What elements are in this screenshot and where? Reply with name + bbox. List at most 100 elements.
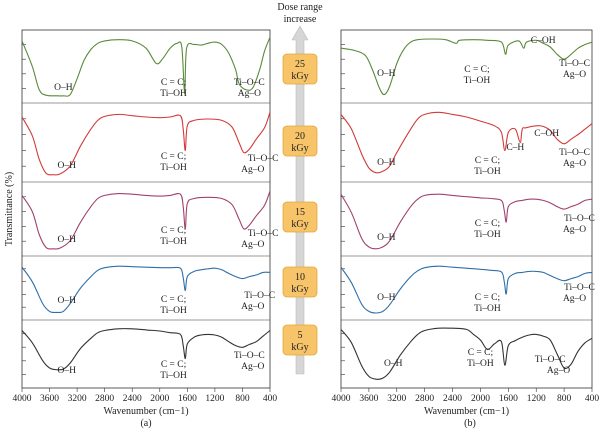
dose-box [282,201,318,233]
spectrum-15-kgy [21,190,271,250]
peak-label: Ti–OH [474,230,501,240]
dose-value: 25 [295,59,305,70]
peak-label: Ti–O–C [564,283,595,293]
x-axis-label: Wavenumber (cm−1) [424,406,509,417]
x-tick-label: 2000 [471,394,490,404]
peak-label: C = C; [161,360,186,370]
dose-unit: kGy [291,219,308,230]
x-tick-label: 4000 [13,394,32,404]
peak-label: Ti–O–C [234,78,265,88]
x-tick-label: 400 [263,394,278,404]
peak-label: Ag–O [241,302,264,312]
dose-box [282,125,318,157]
x-tick-label: 1600 [499,394,518,404]
peak-label: Ag–O [241,362,264,372]
peak-label: Ti–O–C [559,59,590,69]
peak-label: C–OH [531,36,556,46]
peak-label: Ag–O [241,240,264,250]
x-tick-label: 3200 [387,394,406,404]
dose-unit: kGy [291,71,308,82]
peak-label: Ti–OH [160,163,187,173]
plot-frame [21,29,271,389]
peak-label: C = C; [475,156,500,166]
spectrum-5-kgy [340,327,593,380]
x-tick-label: 800 [235,394,250,404]
x-tick-label: 800 [557,394,572,404]
dose-box [282,324,318,356]
peak-label: O–H [58,161,77,171]
peak-label: Ti–OH [467,359,494,369]
peak-label: Ti–O–C [248,229,279,239]
peak-label: Ti–O–C [559,148,590,158]
peak-label: Ag–O [547,366,570,376]
x-tick-label: 2400 [443,394,462,404]
spectrum-20-kgy [21,112,271,176]
peak-label: C = C; [161,78,186,88]
peak-label: Ag–O [241,165,264,175]
peak-label: Ag–O [563,294,586,304]
peak-label: Ti–OH [464,76,491,86]
peak-label: Ti–OH [474,167,501,177]
x-tick-label: 2800 [95,394,114,404]
spectrum-10-kgy [21,265,271,314]
peak-label: O–H [384,359,403,369]
x-tick-label: 2800 [415,394,434,404]
x-tick-label: 2400 [123,394,142,404]
dose-value: 15 [295,207,305,218]
peak-label: C–H [506,143,524,153]
peak-label: Ti–O–C [248,154,279,164]
peak-label: Ag–O [563,225,586,235]
peak-label: C = C; [475,219,500,229]
x-tick-label: 3200 [68,394,87,404]
dose-range-indicator: Dose rangeincrease25kGy20kGy15kGy10kGy5k… [277,2,323,375]
dose-value: 10 [295,272,305,283]
peak-label: O–H [58,366,77,376]
peak-label: Ti–O–C [234,351,265,361]
peak-label: Ti–OH [160,306,187,316]
panel-label: (b) [464,418,476,429]
x-tick-label: 400 [585,394,600,404]
peak-label: C = C; [468,348,493,358]
dose-value: 20 [295,131,305,142]
dose-unit: kGy [291,284,308,295]
peak-label: Ti–OH [160,371,187,381]
x-tick-label: 1200 [205,394,224,404]
x-axis-label: Wavenumber (cm−1) [103,406,188,417]
dose-value: 5 [298,330,303,341]
peak-label: Ag–O [563,159,586,169]
peak-label: C = C; [161,295,186,305]
x-tick-label: 2000 [150,394,169,404]
x-tick-label: 3600 [359,394,378,404]
peak-label: Ti–O–C [535,355,566,365]
peak-label: Ti–OH [160,237,187,247]
plot-frame [340,29,593,389]
x-tick-label: 1600 [178,394,197,404]
peak-label: O–H [377,293,396,303]
peak-label: O–H [58,235,77,245]
peak-label: C–OH [534,129,559,139]
peak-label: Ti–O–C [564,214,595,224]
peak-label: O–H [54,83,73,93]
peak-label: Ti–OH [160,89,187,99]
peak-label: O–H [377,233,396,243]
peak-label: C = C; [464,65,489,75]
dose-unit: kGy [291,143,308,154]
peak-label: Ti–O–C [244,291,275,301]
spectrum-25-kgy [21,37,271,97]
y-axis-label: Transmittance (%) [4,172,15,246]
x-tick-label: 3600 [40,394,59,404]
peak-label: Ag–O [238,89,261,99]
panel-label: (a) [140,418,151,429]
peak-label: C = C; [161,226,186,236]
spectrum-5-kgy [21,328,271,371]
peak-label: O–H [377,69,396,79]
dose-unit: kGy [291,342,308,353]
dose-title: Dose range [277,2,323,13]
spectrum-25-kgy [340,38,593,96]
x-tick-label: 4000 [332,394,351,404]
dose-subtitle: increase [284,14,317,25]
spectrum-10-kgy [340,265,593,314]
